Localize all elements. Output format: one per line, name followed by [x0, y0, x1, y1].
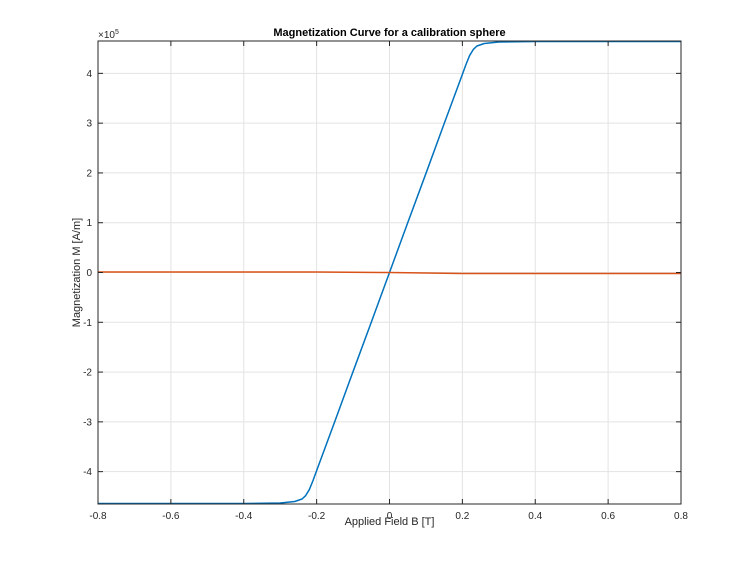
x-tick-label: 0.2: [455, 511, 469, 522]
chart-title: Magnetization Curve for a calibration sp…: [273, 27, 505, 39]
series-line-2: [98, 271, 681, 275]
y-tick-label: 1: [86, 218, 92, 229]
x-tick-label: -0.8: [89, 511, 107, 522]
x-tick-label: 0.4: [528, 511, 542, 522]
y-tick-label: 2: [86, 168, 92, 179]
x-tick-label: -0.2: [308, 511, 326, 522]
y-axis-exponent: ×105: [98, 29, 119, 41]
y-tick-label: 0: [86, 268, 92, 279]
y-tick-label: -4: [83, 467, 92, 478]
y-tick-label: -3: [83, 417, 92, 428]
y-axis-exponent-base: ×10: [98, 30, 115, 41]
x-tick-label: 0.8: [674, 511, 688, 522]
x-tick-label: -0.6: [162, 511, 180, 522]
ticks: -0.8 -0.6 -0.4 -0.2 0 0.2 0.4 0.6 0.8 -4 -3 -2 -1 0 1 2…: [83, 41, 688, 522]
x-axis-label: Applied Field B [T]: [345, 516, 435, 528]
y-tick-label: 4: [86, 69, 92, 80]
x-tick-label: 0: [387, 511, 393, 522]
x-tick-label: 0.6: [601, 511, 615, 522]
y-tick-label: -2: [83, 368, 92, 379]
y-tick-label: 3: [86, 119, 92, 130]
y-axis-label: Magnetization M [A/m]: [71, 218, 83, 327]
y-axis-exponent-power: 5: [115, 29, 119, 36]
x-tick-label: -0.4: [235, 511, 253, 522]
y-tick-label: -1: [83, 318, 92, 329]
series-layer: [98, 40, 681, 505]
